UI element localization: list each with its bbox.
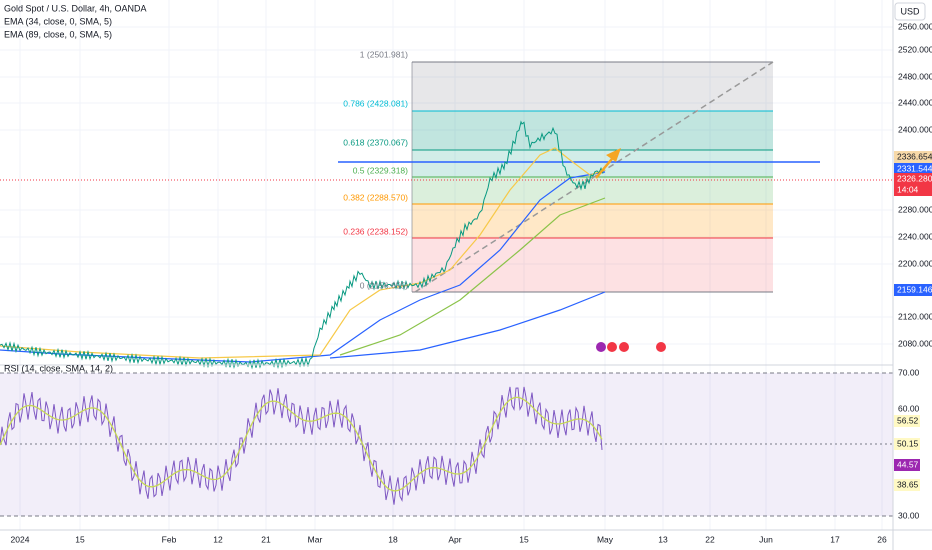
price-badge-label: 2159.146 [897, 284, 932, 294]
time-tick: Mar [308, 534, 323, 544]
rsi-title: RSI (14, close, SMA, 14, 2) [4, 363, 113, 373]
price-badge-label: 2326.280 [897, 173, 932, 183]
fib-zone [412, 150, 773, 177]
time-tick: Feb [162, 534, 177, 544]
event-icons [596, 342, 666, 352]
indicator-label[interactable]: EMA (34, close, 0, SMA, 5) [4, 16, 112, 26]
ema-line [339, 197, 606, 356]
fib-label: 0.236 (2238.152) [343, 226, 408, 236]
price-series [0, 120, 604, 370]
price-tick: 2080.000 [898, 338, 932, 348]
price-tick: 2200.000 [898, 258, 932, 268]
rsi-badge-label: 44.57 [897, 459, 919, 469]
fib-label: 0.382 (2288.570) [343, 192, 408, 202]
time-tick: 15 [519, 534, 529, 544]
price-tick: 2400.000 [898, 124, 932, 134]
price-badge [894, 284, 932, 296]
fib-zone [412, 111, 773, 150]
price-badge [894, 184, 932, 196]
time-tick: 18 [388, 534, 398, 544]
price-tick: 2240.000 [898, 231, 932, 241]
price-badge [894, 163, 932, 175]
price-tick: 2120.000 [898, 311, 932, 321]
currency-button[interactable] [894, 2, 926, 21]
rsi-tick: 70.00 [898, 367, 920, 377]
time-tick: Jun [759, 534, 773, 544]
event-icon[interactable] [656, 342, 666, 352]
indicator-label[interactable]: EMA (89, close, 0, SMA, 5) [4, 29, 112, 39]
fib-label: 0.5 (2329.318) [353, 165, 408, 175]
fib-label: 0 (2156.655) [360, 280, 408, 290]
currency-label: USD [900, 6, 920, 16]
rsi-badge [894, 479, 920, 491]
time-tick: May [597, 534, 614, 544]
price-tick: 2280.000 [898, 204, 932, 214]
time-tick: 17 [830, 534, 840, 544]
rsi-tick: 30.00 [898, 510, 920, 520]
price-tick: 2560.000 [898, 21, 932, 31]
time-tick: 12 [213, 534, 223, 544]
rsi-badge-label: 38.65 [897, 479, 919, 489]
rsi-badge [894, 438, 920, 450]
price-tick: 2480.000 [898, 71, 932, 81]
time-tick: 21 [261, 534, 271, 544]
event-icon[interactable] [596, 342, 606, 352]
time-tick: 26 [877, 534, 887, 544]
ema-34 [0, 147, 606, 359]
price-badge [894, 173, 932, 185]
time-tick: 22 [705, 534, 715, 544]
price-badge [894, 151, 932, 163]
price-badge-label: 2331.544 [897, 163, 932, 173]
rsi-badge [894, 459, 920, 471]
fib-zone [412, 204, 773, 238]
price-badge-label: 2336.654 [897, 151, 932, 161]
fib-label: 0.786 (2428.081) [343, 98, 408, 108]
trend-line [414, 61, 774, 293]
fib-label: 1 (2501.981) [360, 49, 408, 59]
time-tick: 13 [658, 534, 668, 544]
time-tick: 2024 [11, 534, 30, 544]
fib-zone [412, 62, 773, 111]
fib-zone [412, 238, 773, 292]
grid [0, 0, 893, 530]
rsi-badge-label: 50.15 [897, 438, 919, 448]
price-tick: 2520.000 [898, 44, 932, 54]
ema-line [329, 291, 606, 359]
time-tick: Apr [448, 534, 461, 544]
fib-zones [411, 61, 774, 293]
fib-zone [412, 177, 773, 204]
rsi-ma [0, 396, 603, 492]
price-tick: 2440.000 [898, 97, 932, 107]
rsi-badge-label: 56.52 [897, 415, 919, 425]
fib-label: 0.618 (2370.067) [343, 137, 408, 147]
rsi-line [0, 386, 603, 505]
event-icon[interactable] [607, 342, 617, 352]
arrow-head [606, 148, 621, 162]
rsi-tick: 60.00 [898, 403, 920, 413]
rsi-badge [894, 415, 920, 427]
time-tick: 15 [75, 534, 85, 544]
event-icon[interactable] [619, 342, 629, 352]
symbol-title: Gold Spot / U.S. Dollar, 4h, OANDA [4, 3, 147, 13]
price-badge-label: 14:04 [897, 184, 919, 194]
